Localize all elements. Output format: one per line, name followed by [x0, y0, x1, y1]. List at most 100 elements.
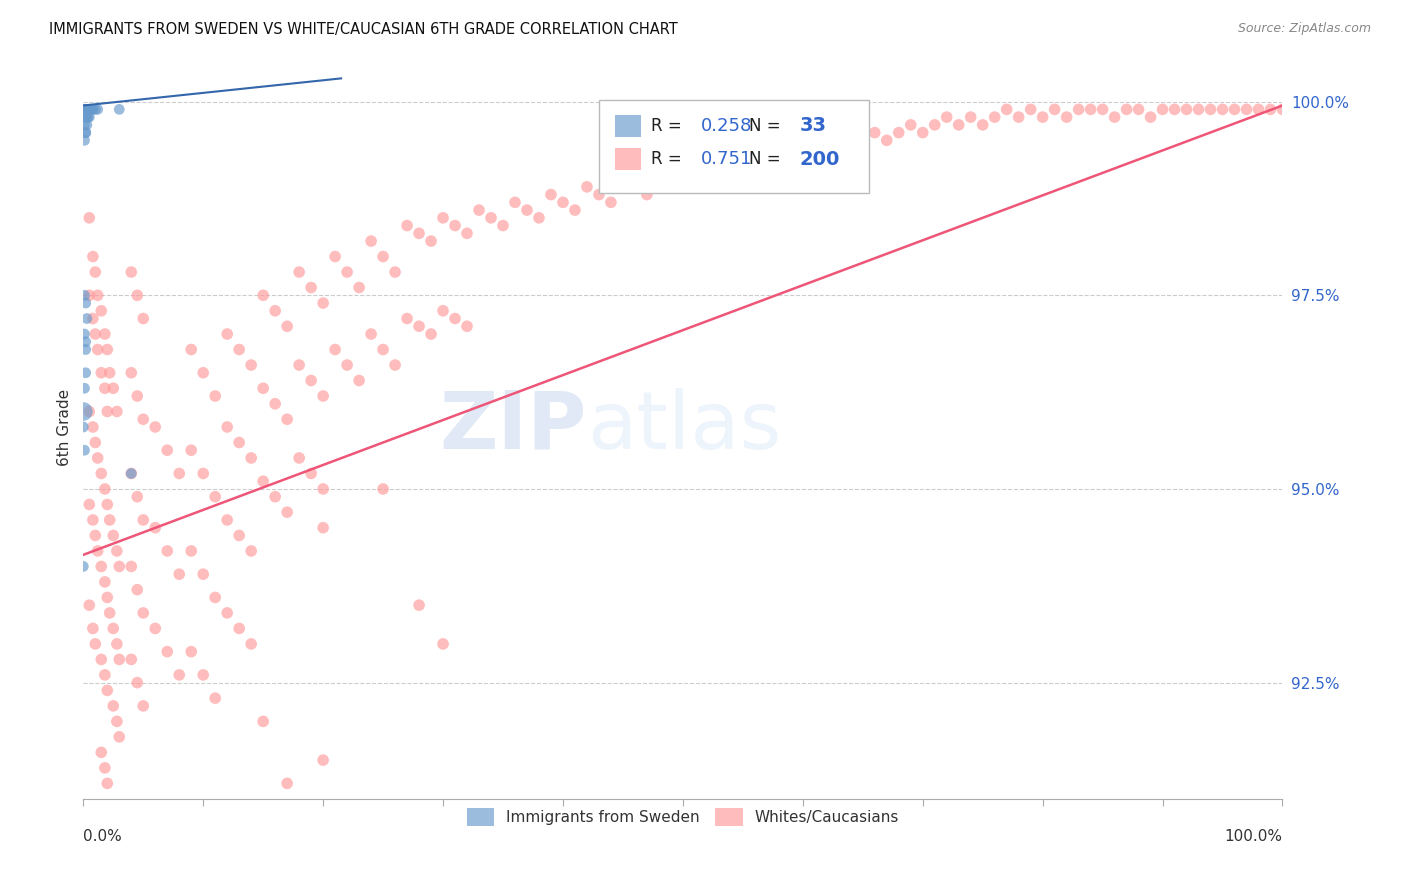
Point: [456, 227, 478, 241]
Point: [90, 366, 112, 380]
Point: [408, 319, 430, 334]
Point: [86, 450, 108, 465]
Point: [79, 103, 101, 117]
Point: [98, 513, 121, 527]
Point: [75, 110, 97, 124]
Point: [1115, 103, 1137, 117]
Point: [228, 343, 250, 357]
Point: [983, 110, 1005, 124]
Point: [75, 366, 97, 380]
Point: [84, 528, 107, 542]
Point: [1091, 103, 1114, 117]
Point: [132, 412, 155, 426]
Point: [217, 513, 239, 527]
Point: [103, 621, 125, 635]
Point: [408, 598, 430, 612]
Point: [839, 141, 862, 155]
Point: [73, 443, 96, 458]
Point: [76, 118, 98, 132]
Point: [755, 149, 778, 163]
Point: [75, 126, 97, 140]
Point: [103, 698, 125, 713]
Point: [1104, 110, 1126, 124]
Point: [396, 311, 419, 326]
Point: [77, 110, 100, 124]
Point: [79, 598, 101, 612]
Point: [815, 141, 838, 155]
Point: [72, 559, 94, 574]
Point: [935, 110, 957, 124]
Point: [575, 179, 598, 194]
Point: [1247, 103, 1270, 117]
Point: [779, 149, 801, 163]
Point: [1067, 103, 1090, 117]
Point: [264, 490, 287, 504]
Point: [86, 103, 108, 117]
Point: [217, 326, 239, 341]
Point: [204, 389, 226, 403]
Point: [1032, 110, 1054, 124]
Point: [264, 397, 287, 411]
Text: ZIP: ZIP: [440, 388, 586, 466]
Point: [180, 443, 202, 458]
Point: [90, 303, 112, 318]
Text: 0.258: 0.258: [700, 117, 752, 135]
Text: R =: R =: [651, 150, 686, 169]
Point: [180, 645, 202, 659]
Point: [132, 513, 155, 527]
Point: [108, 652, 131, 666]
Point: [82, 311, 104, 326]
Point: [420, 326, 443, 341]
Point: [80, 103, 103, 117]
Point: [108, 730, 131, 744]
Point: [1199, 103, 1222, 117]
Point: [323, 250, 346, 264]
Point: [143, 621, 166, 635]
Point: [995, 103, 1018, 117]
Point: [312, 482, 335, 496]
Point: [73, 118, 96, 132]
Point: [360, 234, 382, 248]
Point: [1271, 103, 1294, 117]
Point: [96, 776, 118, 790]
Point: [828, 133, 851, 147]
Bar: [614, 148, 641, 170]
Point: [299, 467, 322, 481]
Point: [120, 652, 142, 666]
Point: [804, 149, 827, 163]
Point: [360, 326, 382, 341]
Point: [1080, 103, 1102, 117]
Text: Source: ZipAtlas.com: Source: ZipAtlas.com: [1237, 22, 1371, 36]
Point: [1187, 103, 1209, 117]
Point: [79, 211, 101, 225]
Point: [252, 381, 274, 395]
Point: [1019, 103, 1042, 117]
FancyBboxPatch shape: [599, 100, 869, 193]
Point: [276, 505, 298, 519]
Point: [96, 343, 118, 357]
Point: [371, 343, 394, 357]
Point: [143, 521, 166, 535]
Point: [156, 645, 179, 659]
Point: [948, 118, 970, 132]
Point: [551, 195, 574, 210]
Point: [94, 381, 117, 395]
Point: [94, 668, 117, 682]
Point: [132, 606, 155, 620]
Point: [90, 559, 112, 574]
Point: [648, 164, 671, 178]
Point: [1043, 103, 1066, 117]
Point: [612, 172, 634, 186]
Text: atlas: atlas: [586, 388, 782, 466]
Point: [683, 164, 706, 178]
Point: [204, 691, 226, 706]
Point: [73, 326, 96, 341]
Point: [672, 179, 695, 194]
Point: [959, 110, 981, 124]
Legend: Immigrants from Sweden, Whites/Caucasians: Immigrants from Sweden, Whites/Caucasian…: [460, 802, 905, 832]
Point: [600, 195, 623, 210]
Point: [240, 358, 263, 372]
Point: [82, 513, 104, 527]
Point: [456, 319, 478, 334]
Point: [276, 319, 298, 334]
